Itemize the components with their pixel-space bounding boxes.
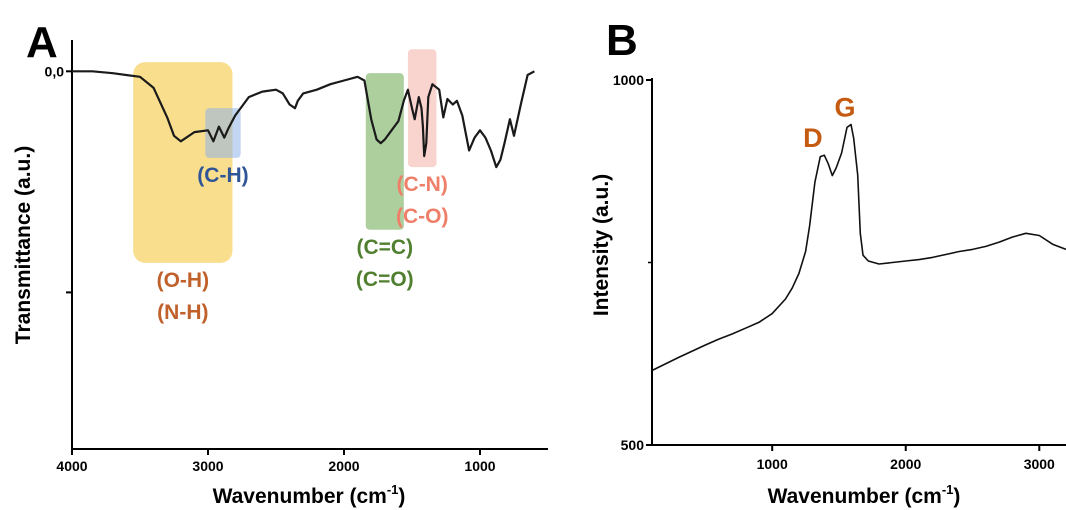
x-axis-title-close: ): [398, 485, 405, 508]
y-axis-title: Intensity (a.u.): [590, 174, 613, 316]
annotation-box-oh_nh: [133, 62, 233, 263]
annotation-label-cn_co: (C-O): [396, 205, 448, 228]
x-tick-label: 2000: [328, 458, 359, 474]
ftir-spectrum-line: [72, 70, 535, 169]
x-axis-title-sup: -1: [387, 482, 399, 497]
annotation-labels: (O-H) (N-H) (C-H) (C=C) (C=O) (C-N) (C-O): [157, 164, 449, 324]
raman-spectrum-line: [651, 123, 1066, 372]
x-axis-title-main: Wavenumber (cm: [213, 485, 387, 508]
x-axis-title: Wavenumber (cm-1): [768, 482, 961, 508]
panel-b-label: B: [606, 16, 638, 65]
annotation-label-oh_nh: (O-H): [157, 269, 209, 292]
y-tick-label: 0,0: [45, 63, 65, 79]
y-ticks: [66, 70, 72, 294]
x-tick-label: 3000: [1024, 456, 1055, 472]
y-tick-label: 500: [621, 437, 645, 453]
y-tick-label: 1000: [613, 72, 644, 88]
x-axis-title-sup: -1: [942, 482, 954, 497]
peak-label-g: G: [834, 93, 855, 123]
peak-label-d: D: [803, 123, 823, 153]
y-axis-title: Transmittance (a.u.): [12, 146, 35, 344]
x-ticks: 4000 3000 2000 1000: [56, 449, 496, 474]
x-tick-label: 2000: [890, 456, 921, 472]
panel-b: B 1000 2000 3000 500 1000 DG Intensity (a.u…: [590, 16, 1066, 508]
x-tick-label: 3000: [192, 458, 223, 474]
annotation-label-cc_co: (C=O): [356, 268, 414, 291]
x-axis-title-close: ): [953, 485, 960, 508]
x-tick-label: 1000: [464, 458, 495, 474]
annotation-label-cn_co: (C-N): [397, 173, 448, 196]
panel-a-label: A: [26, 18, 58, 67]
annotation-boxes: [133, 49, 437, 263]
x-tick-label: 4000: [56, 458, 87, 474]
x-tick-label: 1000: [757, 456, 788, 472]
annotation-label-cc_co: (C=C): [357, 236, 414, 259]
panel-a: A 4000 3000 2000 1000 0,0 (O-H) (N-H) (C-H) (C…: [12, 18, 548, 508]
x-axis-title-main: Wavenumber (cm: [768, 485, 942, 508]
annotation-label-ch: (C-H): [197, 164, 248, 187]
annotation-label-oh_nh: (N-H): [157, 301, 208, 324]
peak-labels: DG: [803, 93, 855, 154]
x-axis-title: Wavenumber (cm-1): [213, 482, 406, 508]
annotation-box-cc_co: [365, 73, 404, 230]
x-ticks: 1000 2000 3000: [757, 445, 1055, 472]
y-ticks: 500 1000: [613, 72, 652, 453]
